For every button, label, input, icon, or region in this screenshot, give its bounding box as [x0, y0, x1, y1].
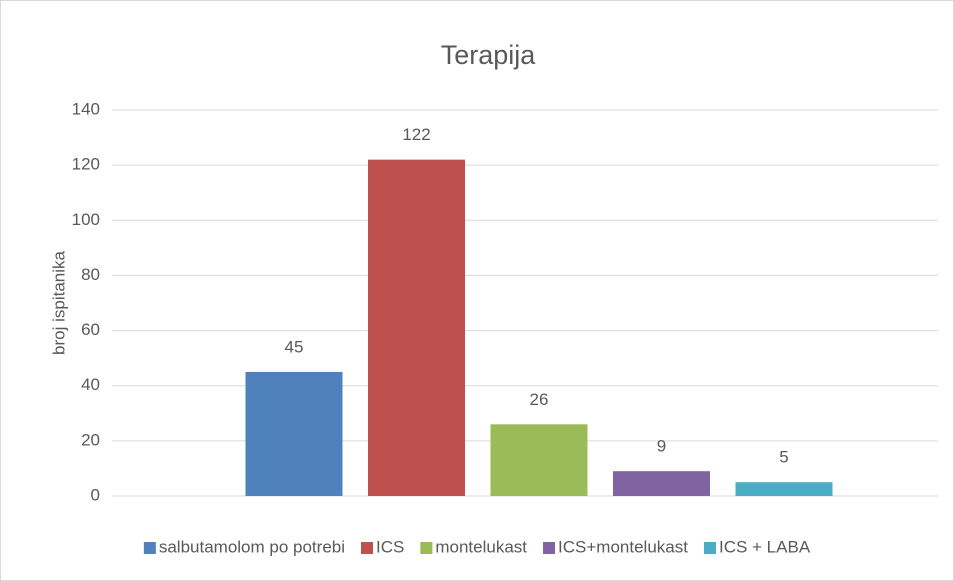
- legend-label: ICS + LABA: [719, 537, 811, 556]
- legend-swatch: [420, 542, 433, 554]
- chart-title: Terapija: [441, 40, 537, 70]
- legend-swatch: [143, 542, 156, 554]
- legend-swatch: [361, 542, 374, 554]
- data-label: 26: [530, 390, 549, 409]
- y-tick-label: 140: [72, 99, 100, 118]
- bar: [613, 471, 710, 496]
- legend-label: ICS+montelukast: [558, 537, 688, 556]
- y-axis-label: broj ispitanika: [49, 250, 68, 354]
- data-label: 45: [285, 337, 304, 356]
- y-tick-label: 120: [72, 155, 100, 174]
- legend-label: salbutamolom po potrebi: [159, 537, 345, 556]
- legend-label: montelukast: [435, 537, 527, 556]
- bar: [735, 482, 833, 496]
- bar: [245, 371, 343, 496]
- y-tick-label: 0: [91, 485, 100, 504]
- data-label: 9: [657, 437, 666, 456]
- legend-swatch: [543, 542, 556, 554]
- bar: [368, 159, 465, 496]
- data-label: 5: [779, 448, 788, 467]
- bar: [490, 424, 588, 496]
- y-tick-label: 80: [81, 265, 100, 284]
- data-label: 122: [402, 125, 430, 144]
- y-tick-label: 60: [81, 320, 100, 339]
- y-tick-label: 20: [81, 430, 100, 449]
- y-tick-label: 100: [72, 210, 100, 229]
- y-tick-label: 40: [81, 375, 100, 394]
- legend-label: ICS: [376, 537, 404, 556]
- legend-swatch: [703, 542, 716, 554]
